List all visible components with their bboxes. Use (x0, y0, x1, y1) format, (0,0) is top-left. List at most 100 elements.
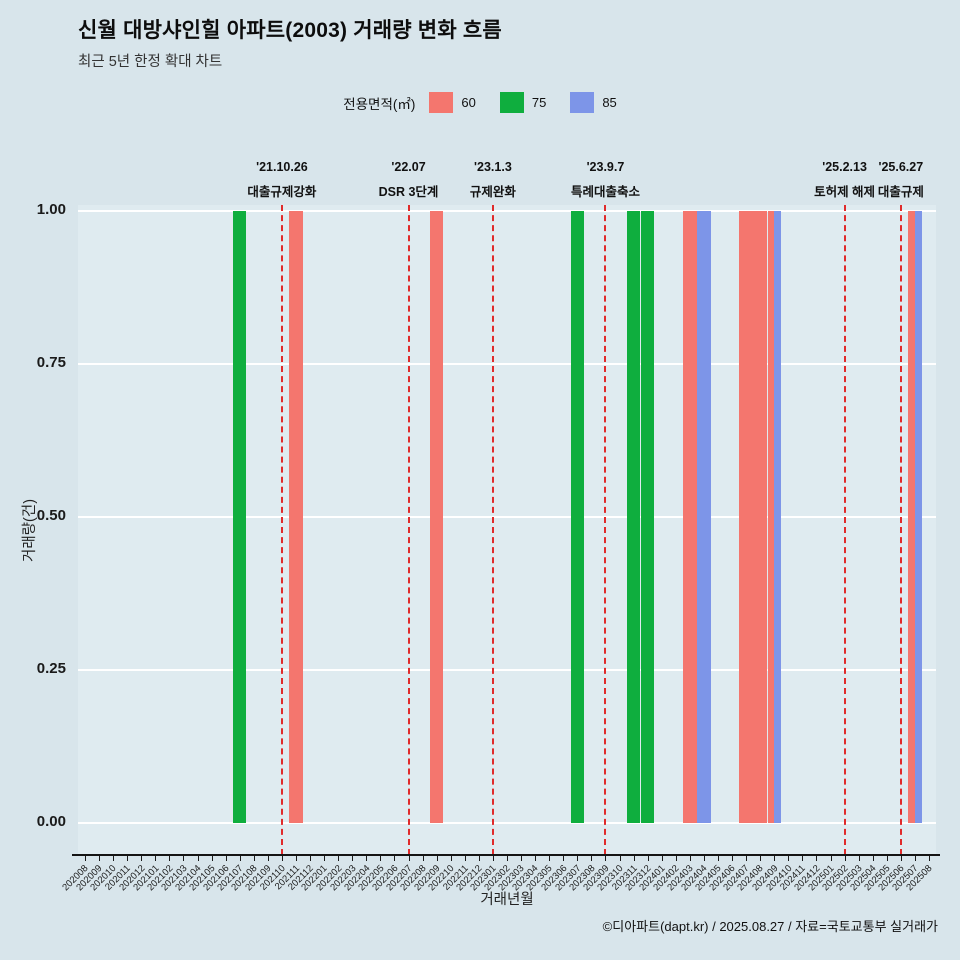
x-tick-mark (436, 856, 438, 861)
event-line-202309 (604, 205, 607, 855)
bar-202407-60 (739, 211, 753, 823)
bar-202507-60 (908, 211, 915, 823)
x-tick-mark (886, 856, 888, 861)
legend-item-label: 85 (602, 95, 617, 110)
x-tick-mark (661, 856, 663, 861)
x-tick-mark (225, 856, 227, 861)
event-label: 토허제 해제 (814, 185, 876, 199)
legend-item-60: 60 (429, 92, 476, 113)
y-tick-label: 0.50 (36, 507, 66, 524)
page-subtitle: 최근 5년 한정 확대 차트 (78, 54, 223, 70)
legend: 전용면적(㎡) 60 75 85 (0, 92, 960, 113)
x-tick-mark (577, 856, 579, 861)
x-tick-mark (127, 856, 129, 861)
legend-swatch-60 (429, 92, 454, 113)
legend-item-75: 75 (499, 92, 547, 113)
gridline (78, 822, 936, 824)
x-tick-mark (675, 856, 677, 861)
event-date: '22.07 (391, 160, 426, 174)
x-tick-mark (478, 856, 480, 861)
x-tick-mark (703, 856, 705, 861)
legend-label: 전용면적(㎡) (343, 96, 416, 112)
gridline (78, 516, 936, 518)
x-tick-mark (450, 856, 452, 861)
x-tick-mark (760, 856, 762, 861)
legend-item-label: 75 (531, 95, 547, 110)
x-tick-mark (788, 856, 790, 861)
event-label: 대출규제강화 (247, 185, 317, 199)
x-tick-mark (141, 856, 143, 861)
x-tick-mark (464, 856, 466, 861)
event-line-202301 (491, 205, 494, 855)
x-tick-mark (183, 856, 185, 861)
x-tick-mark (197, 856, 199, 861)
x-tick-mark (605, 856, 607, 861)
x-tick-mark (380, 856, 382, 861)
x-tick-mark (155, 856, 157, 861)
x-tick-mark (914, 856, 916, 861)
event-date: '25.6.27 (878, 160, 924, 174)
gridline (78, 669, 936, 671)
page-title: 신월 대방샤인힐 아파트(2003) 거래량 변화 흐름 (78, 19, 502, 42)
bar-202307-75 (570, 211, 584, 823)
x-tick-mark (394, 856, 396, 861)
bar-202409-60 (767, 211, 775, 823)
bar-202408-60 (753, 211, 767, 823)
bar-202311-75 (626, 211, 641, 823)
event-date: '23.1.3 (474, 160, 512, 174)
x-tick-mark (281, 856, 283, 861)
event-line-202506 (899, 205, 902, 855)
event-date: '23.9.7 (586, 160, 625, 174)
x-tick-mark (492, 856, 494, 861)
y-tick-label: 0.25 (36, 660, 66, 677)
x-tick-mark (619, 856, 621, 861)
x-tick-mark (352, 856, 354, 861)
x-tick-mark (830, 856, 832, 861)
x-tick-mark (267, 856, 269, 861)
x-tick-mark (746, 856, 748, 861)
x-tick-mark (549, 856, 551, 861)
x-tick-mark (310, 856, 312, 861)
legend-item-85: 85 (570, 92, 617, 113)
bar-202409-85 (774, 211, 781, 823)
bar-202403-60 (683, 211, 697, 823)
x-tick-mark (900, 856, 902, 861)
x-tick-mark (99, 856, 101, 861)
gridline (78, 363, 936, 365)
x-tick-mark (422, 856, 424, 861)
x-tick-mark (928, 856, 930, 861)
x-tick-mark (507, 856, 508, 861)
x-tick-mark (211, 856, 213, 861)
bar-202312-75 (640, 211, 655, 823)
x-tick-mark (872, 856, 874, 861)
x-tick-mark (647, 856, 649, 861)
bar-202107-75 (233, 211, 247, 823)
x-tick-mark (296, 856, 298, 861)
x-tick-mark (717, 856, 719, 861)
y-axis-label: 거래량(건) (22, 498, 38, 562)
x-tick-mark (844, 856, 846, 861)
footer-credit: ©디아파트(dapt.kr) / 2025.08.27 / 자료=국토교통부 실… (602, 919, 938, 934)
x-tick-mark (113, 856, 115, 861)
bar-202507-85 (914, 211, 922, 823)
plot-area (78, 205, 936, 855)
x-tick-mark (408, 856, 410, 861)
gridline (78, 210, 936, 212)
x-tick-mark (858, 856, 860, 861)
x-axis-line (72, 854, 940, 856)
x-tick-mark (253, 856, 255, 861)
event-date: '25.2.13 (822, 160, 867, 174)
bar-202404-85 (697, 211, 711, 823)
x-tick-mark (338, 856, 340, 861)
x-axis-label: 거래년월 (480, 892, 534, 908)
x-tick-mark (563, 856, 565, 861)
legend-swatch-75 (499, 92, 524, 113)
event-label: 규제완화 (469, 185, 516, 199)
x-tick-mark (239, 856, 241, 861)
event-line-202110 (280, 205, 283, 855)
x-tick-mark (732, 856, 734, 861)
legend-items: 60 75 85 (429, 92, 617, 113)
y-tick-label: 0.00 (36, 813, 66, 830)
event-label: 대출규제 (877, 185, 924, 199)
